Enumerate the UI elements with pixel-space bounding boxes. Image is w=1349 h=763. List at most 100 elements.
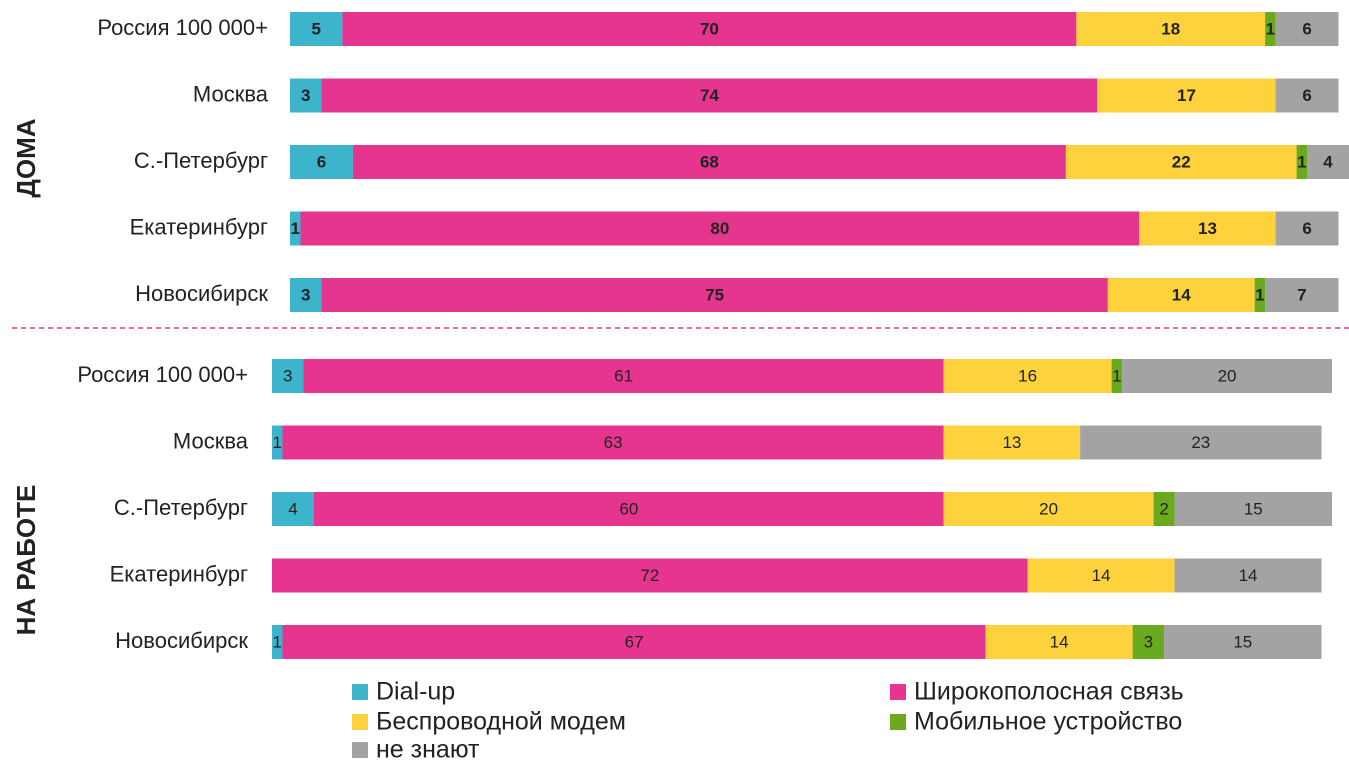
bar-segment [1265,278,1339,312]
bar-segment [272,492,314,526]
category-label: С.-Петербург [134,148,268,173]
legend-label: Беспроводной модем [376,708,626,736]
value-label: 1 [1255,285,1264,304]
bar-segment [272,359,304,393]
bar-segment [943,492,1154,526]
legend-swatch [352,684,368,700]
legend-label: Мобильное устройство [914,708,1182,736]
bar-segment [1107,278,1255,312]
bar-segment [272,425,283,460]
value-label: 23 [1191,433,1210,452]
value-label: 68 [700,152,719,171]
value-label: 1 [1297,152,1306,171]
category-label: Новосибирск [115,628,248,653]
value-label: 6 [1302,19,1311,38]
value-label: 61 [614,366,633,385]
value-label: 6 [1302,86,1311,105]
bar-segment [1275,211,1339,246]
bar-segment [1111,359,1123,393]
value-label: 18 [1161,19,1180,38]
value-label: 3 [1144,632,1153,651]
value-label: 3 [301,285,310,304]
bar-segment [290,211,301,246]
bar-segment [1027,558,1175,593]
value-label: 3 [301,86,310,105]
bar-segment [1065,145,1297,179]
value-label: 74 [700,86,719,105]
value-label: 22 [1172,152,1191,171]
bar-segment [943,425,1081,460]
value-label: 1 [273,433,282,452]
category-label: Екатеринбург [110,561,248,586]
category-label: С.-Петербург [114,495,248,520]
bar-segment [342,12,1077,46]
value-label: 6 [1302,219,1311,238]
category-label: Россия 100 000+ [77,362,248,387]
legend-label: Dial-up [376,678,455,706]
value-label: 15 [1244,499,1263,518]
bar-segment [313,492,944,526]
legend-swatch [352,742,368,758]
bar-segment [1153,492,1175,526]
value-label: 80 [710,219,729,238]
bar-segment [303,359,944,393]
group-title: ДОМА [11,118,41,197]
value-label: 3 [283,366,292,385]
bar-segment [282,425,944,460]
legend-label: не знают [376,736,480,763]
category-label: Новосибирск [135,281,268,306]
value-label: 6 [317,152,326,171]
bar-segment [290,78,322,113]
value-label: 67 [625,632,644,651]
value-label: 7 [1297,285,1306,304]
value-label: 15 [1233,632,1252,651]
bar-segment [1174,492,1332,526]
bar-segment [321,278,1108,312]
category-label: Россия 100 000+ [97,15,268,40]
bar-segment [1174,558,1322,593]
value-label: 4 [1323,152,1333,171]
value-label: 14 [1050,632,1069,651]
bar-segment [290,145,353,179]
bar-segment [1132,625,1165,659]
category-label: Москва [173,428,249,453]
bar-segment [1296,145,1308,179]
bar-segment [1080,425,1322,460]
value-label: 14 [1092,566,1111,585]
bar-segment [1265,12,1276,46]
bar-segment [1139,211,1276,246]
value-label: 16 [1018,366,1037,385]
value-label: 1 [1112,366,1121,385]
value-label: 14 [1172,285,1191,304]
value-label: 20 [1039,499,1058,518]
bar-segment [1275,78,1339,113]
bar-segment [1097,78,1276,113]
value-label: 1 [291,219,300,238]
bar-segment [1076,12,1266,46]
value-label: 1 [1266,19,1275,38]
category-label: Екатеринбург [130,214,268,239]
value-label: 13 [1002,433,1021,452]
legend-swatch [352,714,368,730]
bar-segment [1164,625,1322,659]
value-label: 60 [619,499,638,518]
bar-segment [943,359,1112,393]
value-label: 63 [604,433,623,452]
value-label: 5 [311,19,320,38]
bar-segment [985,625,1133,659]
legend-label: Широкополосная связь [914,678,1184,706]
value-label: 72 [640,566,659,585]
bar-segment [1275,12,1339,46]
bar-segment [282,625,986,659]
value-label: 2 [1159,499,1168,518]
bar-segment [1307,145,1349,179]
value-label: 1 [273,632,282,651]
bar-segment [290,12,343,46]
bar-segment [290,278,322,312]
bar-segment [1122,359,1332,393]
category-label: Москва [193,81,269,106]
bar-segment [321,78,1098,113]
value-label: 14 [1239,566,1258,585]
bar-segment [272,558,1028,593]
